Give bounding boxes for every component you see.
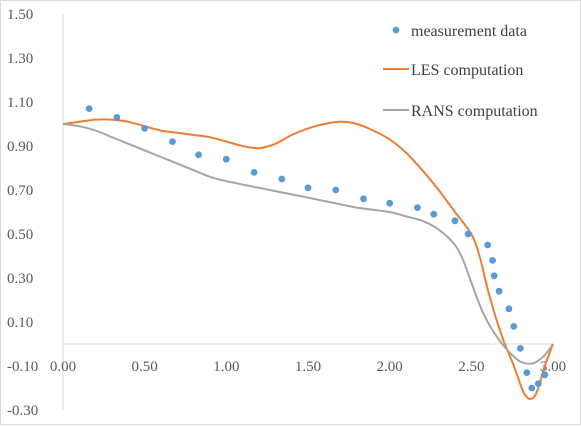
rans-computation-legend-label: RANS computation [411, 103, 538, 120]
measurement-point [489, 257, 496, 264]
measurement-point [360, 195, 367, 203]
measurement-point [464, 230, 472, 238]
measurement-point [195, 151, 202, 159]
x-tick-label: 1.00 [213, 359, 239, 375]
measurement-point [304, 184, 312, 192]
measurement-point [484, 241, 492, 249]
y-tick-label: 0.50 [7, 227, 33, 243]
measurement-data-legend-label: measurement data [411, 23, 527, 40]
y-tick-label: 0.70 [7, 183, 33, 199]
measurement-point [510, 323, 518, 330]
x-tick-label: 2.50 [458, 359, 484, 375]
rans-computation-line [62, 123, 554, 365]
measurement-point [541, 371, 549, 379]
measurement-point [278, 175, 286, 183]
x-tick-label: 0.50 [132, 359, 158, 375]
measurement-point [250, 169, 258, 176]
measurement-point [141, 125, 149, 132]
measurement-point [113, 114, 121, 121]
measurement-point [534, 380, 542, 387]
y-tick-label: 1.10 [7, 95, 33, 111]
measurement-point [169, 138, 176, 146]
x-tick-label: 1.50 [295, 359, 321, 375]
x-tick-label: 0.00 [50, 359, 76, 375]
measurement-point [505, 305, 513, 313]
y-tick-label: -0.30 [7, 403, 38, 419]
measurement-point [222, 155, 230, 163]
y-tick-label: 0.90 [7, 139, 33, 155]
measurement-point [495, 287, 503, 295]
measurement-point [414, 204, 421, 212]
measurement-point [490, 272, 498, 280]
measurement-point [451, 217, 459, 225]
measurement-point [332, 186, 340, 194]
y-tick-label: 1.30 [7, 51, 33, 67]
y-tick-label: 0.10 [7, 315, 33, 331]
x-tick-label: 2.00 [377, 359, 403, 375]
series-layer [62, 105, 554, 401]
measurement-point [528, 384, 536, 392]
y-tick-label: 1.50 [7, 7, 33, 23]
y-tick-label: -0.10 [7, 359, 38, 375]
measurement-data-legend-marker [392, 26, 400, 34]
les-computation-legend-label: LES computation [411, 62, 523, 79]
y-tick-label: 0.30 [7, 271, 33, 287]
measurement-point [85, 105, 93, 112]
measurement-point [516, 345, 524, 352]
legend: measurement data LES computation RANS comp… [383, 23, 538, 120]
measurement-point [523, 369, 531, 376]
measurement-point [430, 210, 438, 218]
les-computation-line [62, 118, 554, 401]
measurement-point [386, 199, 394, 207]
axes-layer: -0.30 -0.10 0.10 0.30 0.50 0.70 0.90 1.10 1.30 1.… [7, 7, 566, 419]
